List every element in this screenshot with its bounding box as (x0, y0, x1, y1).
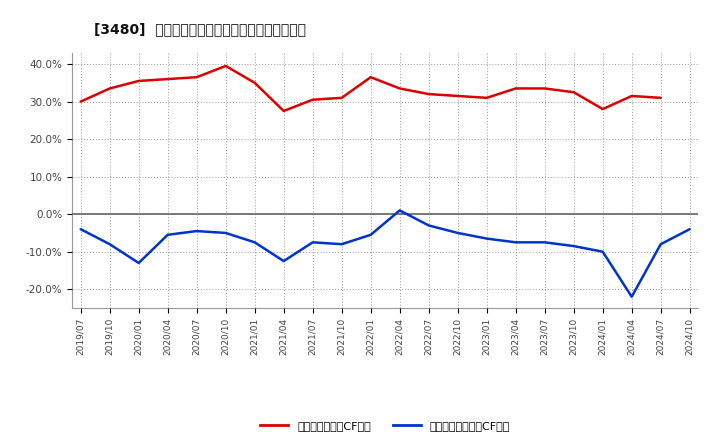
Text: [3480]  有利子負債キャッシュフロー比率の推移: [3480] 有利子負債キャッシュフロー比率の推移 (94, 22, 305, 36)
Legend: 有利子負債営業CF比率, 有利子負債フリーCF比率: 有利子負債営業CF比率, 有利子負債フリーCF比率 (256, 416, 515, 435)
